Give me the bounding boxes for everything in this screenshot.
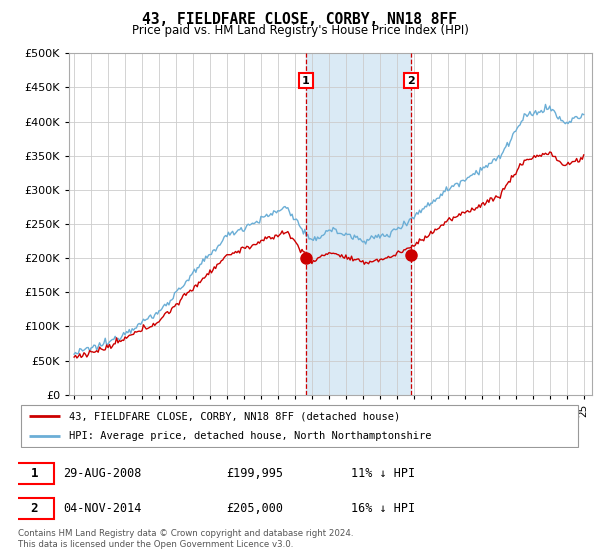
Text: 16% ↓ HPI: 16% ↓ HPI	[351, 502, 415, 515]
Text: 2: 2	[31, 502, 38, 515]
FancyBboxPatch shape	[15, 410, 53, 423]
Text: 43, FIELDFARE CLOSE, CORBY, NN18 8FF (detached house): 43, FIELDFARE CLOSE, CORBY, NN18 8FF (de…	[69, 411, 400, 421]
Text: 04-NOV-2014: 04-NOV-2014	[63, 502, 142, 515]
Text: Contains HM Land Registry data © Crown copyright and database right 2024.
This d: Contains HM Land Registry data © Crown c…	[18, 529, 353, 549]
Text: 43, FIELDFARE CLOSE, CORBY, NN18 8FF: 43, FIELDFARE CLOSE, CORBY, NN18 8FF	[143, 12, 458, 27]
FancyBboxPatch shape	[15, 463, 53, 484]
Text: 11% ↓ HPI: 11% ↓ HPI	[351, 466, 415, 480]
FancyBboxPatch shape	[21, 405, 578, 447]
Text: HPI: Average price, detached house, North Northamptonshire: HPI: Average price, detached house, Nort…	[69, 431, 431, 441]
Text: 29-AUG-2008: 29-AUG-2008	[63, 466, 142, 480]
Bar	[306, 53, 411, 395]
Text: 1: 1	[31, 466, 38, 480]
Text: Price paid vs. HM Land Registry's House Price Index (HPI): Price paid vs. HM Land Registry's House …	[131, 24, 469, 37]
Text: £199,995: £199,995	[227, 466, 284, 480]
FancyBboxPatch shape	[15, 432, 53, 445]
Text: 1: 1	[302, 76, 310, 86]
Text: £205,000: £205,000	[227, 502, 284, 515]
FancyBboxPatch shape	[15, 498, 53, 519]
Text: 2: 2	[407, 76, 415, 86]
